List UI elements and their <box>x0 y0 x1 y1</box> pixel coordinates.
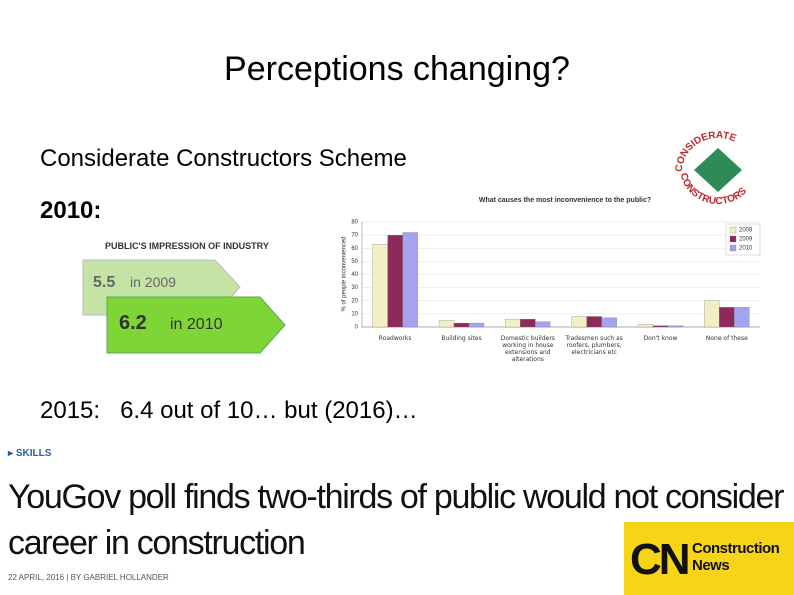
x-tick-label: Roadworks <box>378 335 412 342</box>
bar <box>520 318 536 328</box>
cn-name: Construction News <box>692 540 780 574</box>
bar <box>387 234 403 328</box>
score: 5.5 <box>93 274 115 291</box>
year-label: 2010: <box>40 197 102 224</box>
bar <box>734 307 750 328</box>
y-tick-label: 20 <box>351 298 358 304</box>
legend-label: 2008 <box>739 228 753 234</box>
bar <box>704 300 720 328</box>
news-section: ▸ SKILLS <box>8 448 51 459</box>
y-tick-label: 70 <box>351 233 358 239</box>
bar <box>601 317 617 328</box>
legend-swatch <box>729 235 737 243</box>
bar <box>535 321 551 328</box>
chart-container: What causes the most inconvenience to th… <box>330 190 770 390</box>
slide-title: Perceptions changing? <box>224 50 570 88</box>
section-label: SKILLS <box>15 448 52 459</box>
bar <box>667 325 684 328</box>
bar <box>719 307 735 328</box>
bar <box>652 325 669 328</box>
chart: What causes the most inconvenience to th… <box>342 197 761 331</box>
legend-swatch <box>729 244 737 252</box>
score-year: in 2009 <box>130 274 176 290</box>
x-tick-label: Tradesmen such as roofers, plumbers, ele… <box>565 335 623 356</box>
x-tick-label: Don't know <box>643 335 678 342</box>
bar <box>571 316 587 328</box>
y-tick-label: 0 <box>355 325 359 331</box>
bar <box>637 324 654 328</box>
logo-diamond <box>694 148 742 192</box>
headline: YouGov poll finds two-thirds of public w… <box>8 478 784 562</box>
score: 6.2 <box>119 312 147 334</box>
chart-title: What causes the most inconvenience to th… <box>479 197 651 204</box>
impression-heading: PUBLIC'S IMPRESSION OF INDUSTRY <box>105 241 269 251</box>
bar <box>453 322 470 328</box>
x-tick-label: Building sites <box>441 335 482 342</box>
x-tick-label: None of these <box>705 335 748 342</box>
y-tick-label: 10 <box>351 311 358 317</box>
bar <box>438 320 455 328</box>
y-tick-label: 80 <box>351 220 358 226</box>
section-icon: ▸ <box>8 448 16 459</box>
x-tick-label: Domestic builders working in house exten… <box>500 335 555 363</box>
bar <box>402 232 418 328</box>
considerate-logo: CONSIDERATE CONSTRUCTORS <box>674 130 749 207</box>
arrow-2010 <box>106 296 286 354</box>
cn-logo: CN Construction News <box>624 522 794 595</box>
legend-label: 2010 <box>739 246 753 252</box>
bar <box>468 322 485 328</box>
score-year: in 2010 <box>170 316 223 333</box>
bar <box>372 244 388 328</box>
cn-initials: CN <box>630 535 691 584</box>
byline: 22 APRIL, 2016 | BY GABRIEL HOLLANDER <box>8 573 169 582</box>
y-axis-label: % of people inconvenienced <box>342 236 348 311</box>
bar <box>505 318 521 328</box>
subtitle: Considerate Constructors Scheme <box>40 145 407 172</box>
y-tick-label: 60 <box>351 246 358 252</box>
y-tick-label: 30 <box>351 285 358 291</box>
line-2015: 2015: 6.4 out of 10… but (2016)… <box>40 397 418 424</box>
y-tick-label: 40 <box>351 272 358 278</box>
legend-swatch <box>729 226 737 234</box>
impression-graphic: PUBLIC'S IMPRESSION OF INDUSTRY 5.5 in 2… <box>82 241 286 354</box>
bar <box>586 316 602 328</box>
legend-label: 2009 <box>739 237 753 243</box>
y-tick-label: 50 <box>351 259 358 265</box>
